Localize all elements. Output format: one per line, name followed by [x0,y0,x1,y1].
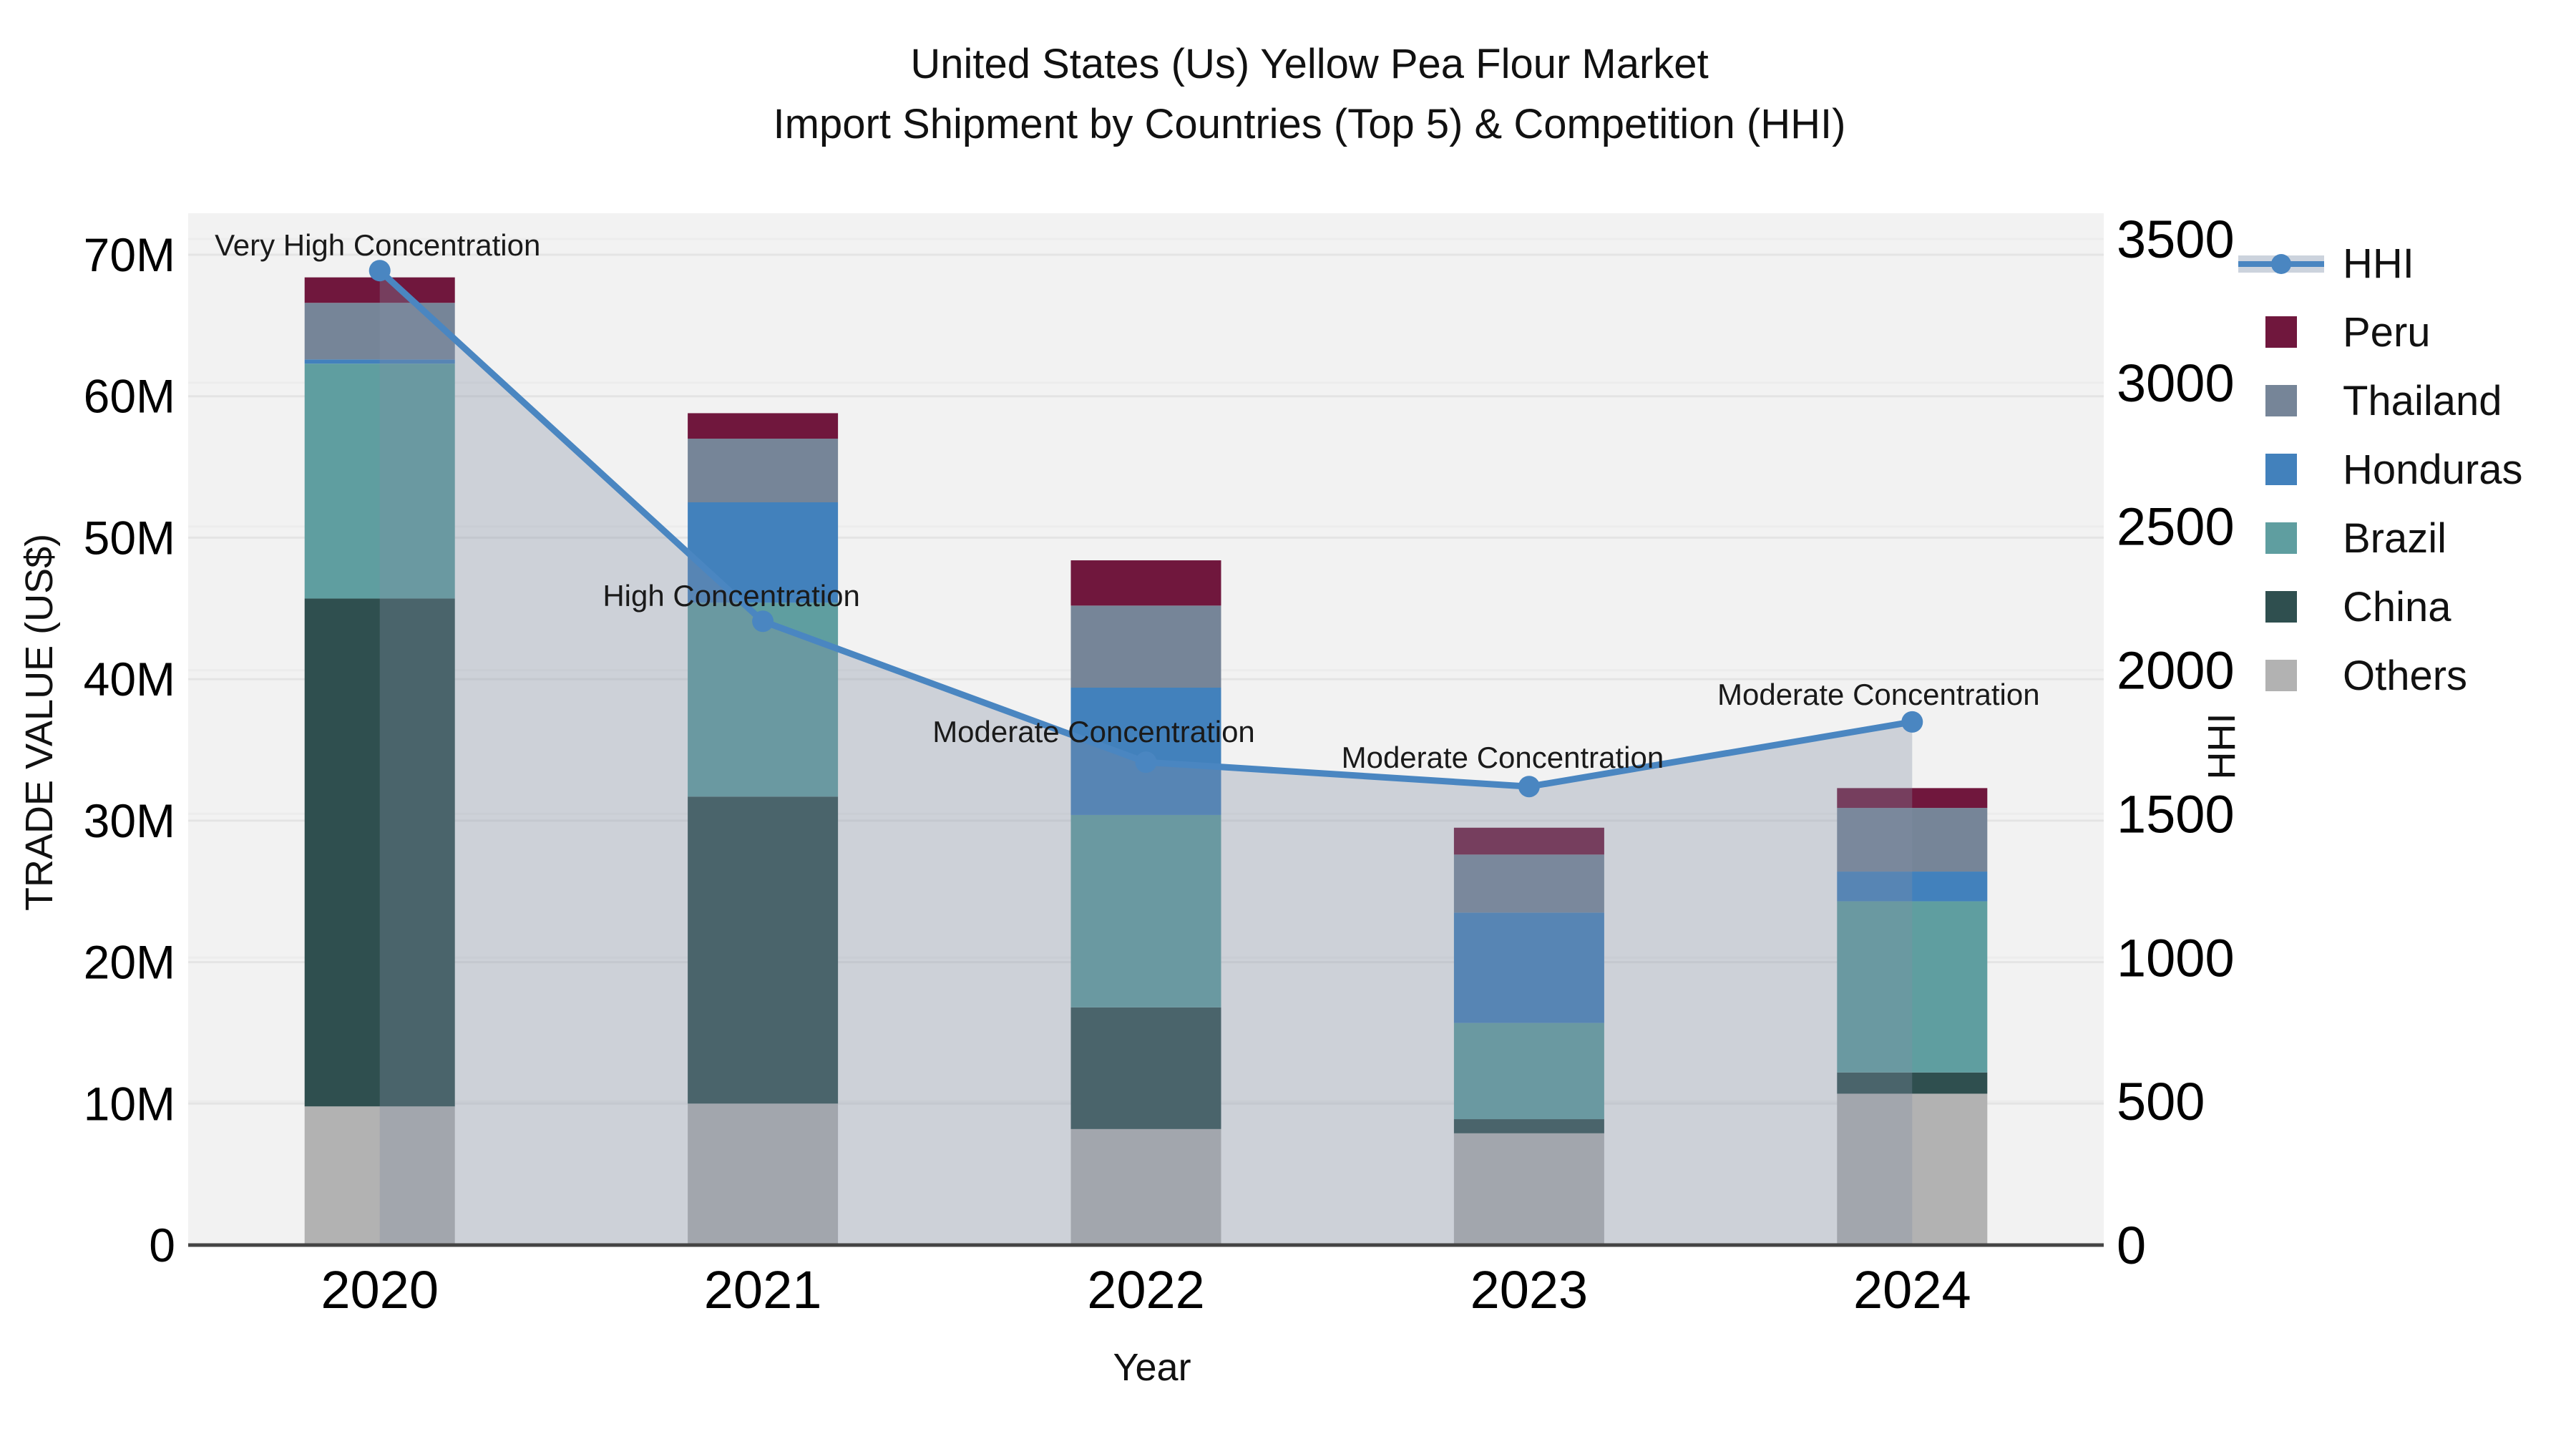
legend-label-others: Others [2343,652,2468,699]
bar-segment-peru-2022[interactable] [1070,560,1221,606]
bar-segment-brazil-2024[interactable] [1837,901,1988,1073]
legend: HHI Peru Thailand Honduras Brazil China Others [2238,229,2522,710]
peru-swatch-icon [2238,316,2324,348]
annotation-2023: Moderate Concentration [1342,741,1664,774]
right-tick-500: 500 [2117,1072,2205,1131]
bar-segment-peru-2024[interactable] [1837,788,1988,809]
chart-title-line1: United States (Us) Yellow Pea Flour Mark… [910,41,1709,87]
legend-label-china: China [2343,583,2451,630]
legend-item-china[interactable]: China [2238,572,2522,641]
x-tick-2023: 2023 [1470,1260,1589,1319]
thailand-swatch-icon [2238,385,2324,416]
right-tick-2500: 2500 [2117,497,2235,557]
legend-label-hhi: HHI [2343,240,2414,287]
bar-segment-peru-2021[interactable] [688,413,839,439]
bar-segment-honduras-2020[interactable] [304,359,455,364]
bar-segment-brazil-2023[interactable] [1453,1023,1604,1120]
chart-title: United States (Us) Yellow Pea Flour Mark… [716,34,1903,155]
china-swatch-icon [2238,591,2324,623]
left-tick-30M: 30M [84,794,175,847]
annotation-2022: Moderate Concentration [932,715,1255,748]
bar-segment-others-2023[interactable] [1453,1133,1604,1245]
left-axis-title: TRADE VALUE (US$) [18,533,61,911]
legend-label-honduras: Honduras [2343,446,2523,493]
x-tick-2022: 2022 [1087,1260,1205,1319]
legend-item-honduras[interactable]: Honduras [2238,435,2522,504]
annotation-2024: Moderate Concentration [1717,678,2040,711]
annotation-2021: High Concentration [602,579,860,613]
x-axis-title: Year [1113,1346,1191,1389]
legend-item-peru[interactable]: Peru [2238,298,2522,366]
left-tick-20M: 20M [84,936,175,989]
left-tick-10M: 10M [84,1077,175,1130]
hhi-area-fill [379,270,1913,1245]
hhi-marker-2021[interactable] [752,610,774,633]
others-swatch-icon [2238,660,2324,691]
left-tick-70M: 70M [84,228,175,281]
legend-item-brazil[interactable]: Brazil [2238,504,2522,572]
bar-segment-brazil-2022[interactable] [1070,814,1221,1008]
bar-segment-china-2021[interactable] [688,796,839,1104]
x-tick-2020: 2020 [321,1260,439,1319]
legend-label-peru: Peru [2343,308,2431,356]
bar-segment-china-2022[interactable] [1070,1007,1221,1129]
right-tick-0: 0 [2117,1216,2146,1275]
bar-segment-china-2023[interactable] [1453,1119,1604,1133]
chart-title-line2: Import Shipment by Countries (Top 5) & C… [773,101,1846,147]
bar-segment-brazil-2020[interactable] [304,364,455,599]
annotation-2020: Very High Concentration [215,228,540,262]
left-tick-60M: 60M [84,370,175,423]
bar-segment-honduras-2021[interactable] [688,502,839,603]
bar-segment-others-2021[interactable] [688,1103,839,1245]
bar-segment-others-2022[interactable] [1070,1128,1221,1245]
hhi-marker-2020[interactable] [369,260,391,282]
bar-segment-honduras-2024[interactable] [1837,872,1988,902]
right-tick-2000: 2000 [2117,641,2235,701]
bar-segment-china-2024[interactable] [1837,1072,1988,1094]
hhi-marker-2023[interactable] [1518,776,1540,798]
legend-label-brazil: Brazil [2343,514,2447,562]
right-tick-1500: 1500 [2117,784,2235,844]
legend-label-thailand: Thailand [2343,377,2502,424]
legend-item-others[interactable]: Others [2238,641,2522,710]
right-tick-1000: 1000 [2117,928,2235,987]
bar-segment-others-2024[interactable] [1837,1093,1988,1245]
hhi-marker-2022[interactable] [1135,751,1157,774]
left-tick-50M: 50M [84,511,175,564]
x-tick-2024: 2024 [1853,1260,1971,1319]
bar-segment-thailand-2021[interactable] [688,439,839,502]
bar-segment-peru-2020[interactable] [304,277,455,303]
left-tick-0: 0 [149,1219,175,1272]
bar-segment-thailand-2023[interactable] [1453,854,1604,913]
bar-segment-thailand-2024[interactable] [1837,808,1988,872]
bar-segment-honduras-2023[interactable] [1453,912,1604,1023]
honduras-swatch-icon [2238,454,2324,485]
bar-segment-thailand-2022[interactable] [1070,605,1221,688]
right-axis-title: HHI [2200,713,2243,780]
bar-segment-brazil-2021[interactable] [688,602,839,797]
right-tick-3500: 3500 [2117,210,2235,269]
legend-item-thailand[interactable]: Thailand [2238,366,2522,435]
brazil-swatch-icon [2238,522,2324,554]
bar-segment-others-2020[interactable] [304,1106,455,1245]
right-tick-3000: 3000 [2117,353,2235,413]
bar-segment-peru-2023[interactable] [1453,827,1604,855]
left-tick-40M: 40M [84,653,175,706]
bar-segment-china-2020[interactable] [304,598,455,1107]
legend-item-hhi[interactable]: HHI [2238,229,2522,298]
hhi-line-swatch-icon [2238,253,2324,274]
x-tick-2021: 2021 [704,1260,822,1319]
bar-segment-honduras-2022[interactable] [1070,688,1221,815]
hhi-marker-2024[interactable] [1901,711,1923,733]
